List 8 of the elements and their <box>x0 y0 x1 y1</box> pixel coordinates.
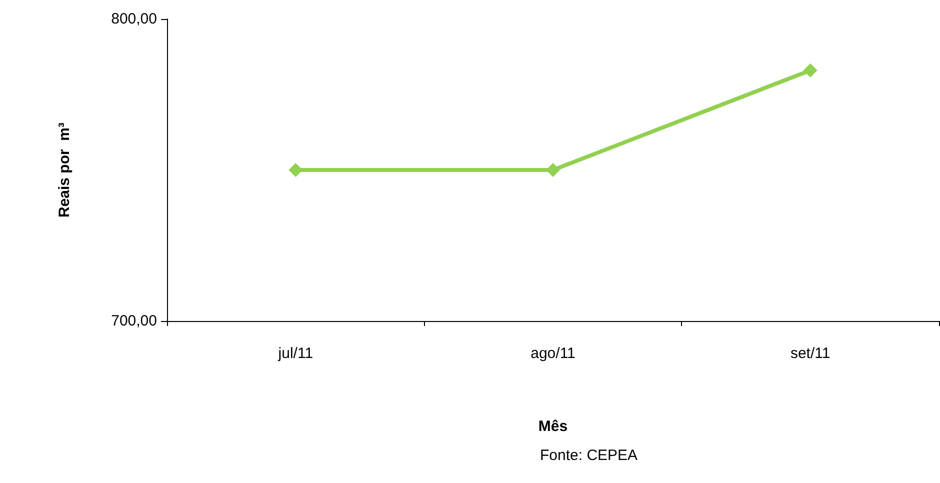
x-tick-label: jul/11 <box>277 345 314 362</box>
source-note: Fonte: CEPEA <box>540 447 638 464</box>
x-tick-label: ago/11 <box>530 345 576 362</box>
y-axis-title: Reais por m³ <box>56 122 73 218</box>
y-tick-label: 700,00 <box>111 312 157 330</box>
x-tick-label: set/11 <box>790 345 830 362</box>
x-axis-title: Mês <box>538 418 568 435</box>
y-tick-label: 800,00 <box>111 10 157 28</box>
